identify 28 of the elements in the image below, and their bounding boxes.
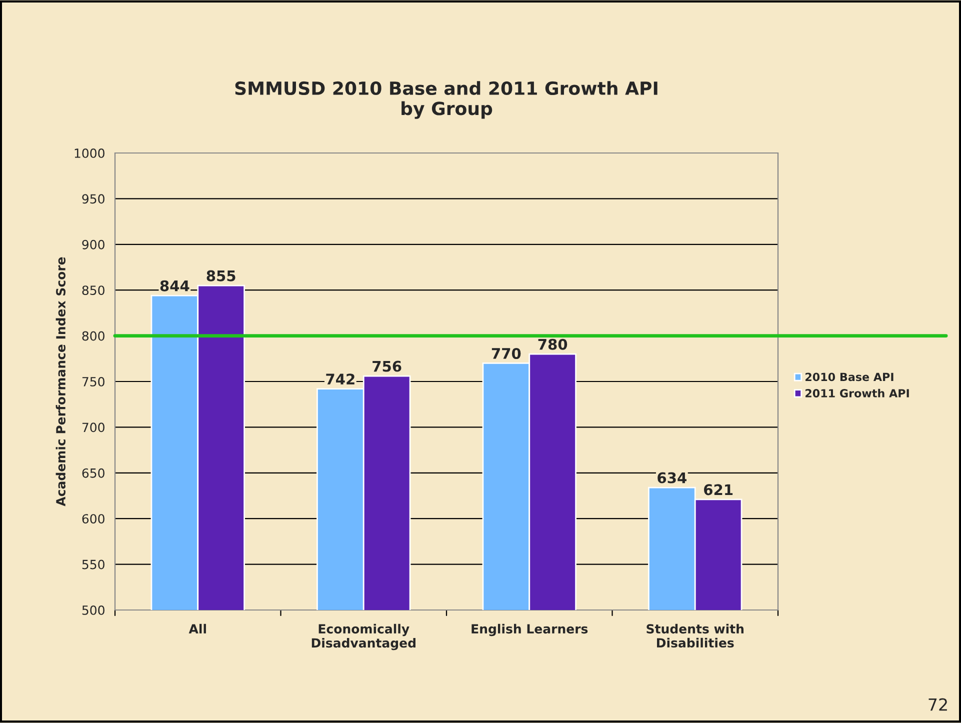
legend-label: 2011 Growth API (806, 388, 909, 398)
data-label: 855 (206, 270, 236, 282)
x-tick-label: English Learners (472, 624, 588, 636)
y-tick-label: 600 (82, 514, 104, 524)
data-label: 770 (492, 348, 521, 360)
data-label: 634 (658, 472, 686, 484)
y-tick-label: 1000 (74, 148, 104, 158)
legend-label: 2010 Base API (806, 372, 894, 382)
data-label: 756 (372, 360, 402, 372)
y-axis-title: Academic Performance Index Score (56, 257, 66, 506)
data-label: 844 (160, 280, 190, 292)
chart-title: SMMUSD 2010 Base and 2011 Growth API by Group (235, 81, 658, 119)
data-label: 621 (704, 484, 733, 496)
y-tick-label: 550 (82, 560, 104, 570)
y-tick-label: 700 (82, 422, 104, 432)
y-tick-label: 750 (82, 376, 104, 386)
y-tick-label: 800 (82, 331, 104, 341)
text: 72 (928, 698, 947, 711)
data-label: 780 (538, 338, 568, 350)
data-label: 742 (326, 374, 354, 384)
x-tick-label: All (188, 624, 206, 634)
x-tick-label: Economically Disadvantaged (312, 624, 416, 650)
y-tick-label: 850 (82, 286, 104, 296)
y-tick-label: 500 (82, 605, 104, 615)
y-tick-label: 950 (82, 194, 104, 204)
y-tick-label: 900 (82, 240, 104, 250)
x-tick-label: Students with Disabilities (646, 624, 744, 648)
y-tick-label: 650 (82, 468, 104, 478)
